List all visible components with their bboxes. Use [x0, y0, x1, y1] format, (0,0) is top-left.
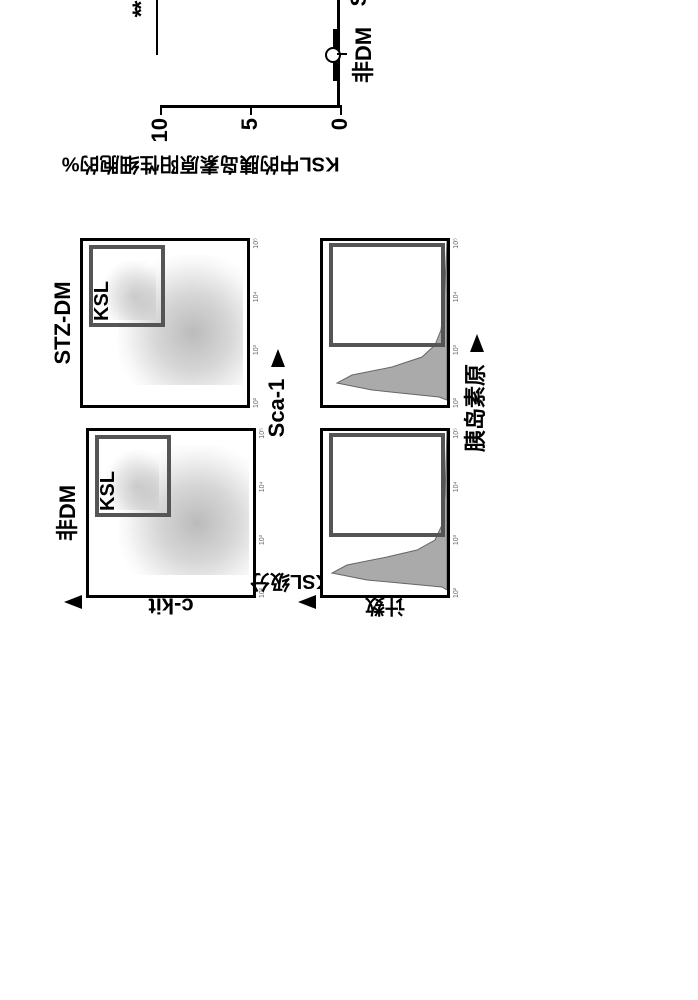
- col2-label: STZ-DM: [50, 238, 76, 408]
- ksl-gate-label-nondm: KSL: [97, 471, 120, 511]
- flow-hist-nondm: 计数 10²10³10⁴10⁵: [320, 428, 450, 598]
- histogram-nondm: [320, 428, 450, 598]
- bar-ytick: [250, 105, 252, 115]
- col1-label: 非DM: [50, 428, 82, 598]
- hist-gate-nondm: [329, 433, 445, 537]
- flow-hist-stzdm: 10²10³10⁴10⁵: [320, 238, 450, 408]
- scatter-plot-nondm: KSL: [86, 428, 256, 598]
- hist-yaxis-arrow-icon: [298, 595, 316, 609]
- hist-xaxis-label: 胰岛素原: [458, 188, 490, 598]
- hist-gate-stzdm: [329, 243, 445, 347]
- bar-ylabel: KSL中的胰岛素原阳性细胞的%: [62, 152, 340, 181]
- histogram-stzdm: [320, 238, 450, 408]
- bar-xticklabel-1: STZ-DM: [346, 0, 372, 7]
- bar-axes: ** 0510非DMSTZ-DM: [160, 0, 340, 108]
- flow-scatter-stzdm: STZ-DM KSL 10²10³10⁴10⁵: [50, 238, 250, 408]
- bar-yticklabel: 5: [237, 118, 263, 130]
- bar-ytick: [340, 105, 342, 115]
- sig-line: [156, 0, 158, 55]
- bar-yticklabel: 0: [327, 118, 353, 130]
- xaxis-arrow-icon: [271, 349, 285, 367]
- bar-yticklabel: 10: [147, 118, 173, 142]
- sig-label: **: [128, 3, 156, 18]
- bar-point-0-0: [325, 47, 341, 63]
- figure-panel: 非DM c-kit KSL 10²10³10⁴10⁵ STZ-DM: [50, 0, 650, 648]
- bar-xticklabel-0: 非DM: [346, 27, 378, 83]
- bar-ytick: [160, 105, 162, 115]
- ksl-gate-label-stzdm: KSL: [91, 281, 114, 321]
- scatter-plot-stzdm: KSL: [80, 238, 250, 408]
- flow-scatter-nondm: 非DM c-kit KSL 10²10³10⁴10⁵: [50, 428, 256, 598]
- bar-chart: KSL中的胰岛素原阳性细胞的% ** 0510非DMSTZ-DM: [150, 0, 390, 158]
- yaxis-arrow-icon: [64, 595, 82, 609]
- xaxis-sca1-label: Sca-1: [264, 188, 290, 598]
- hist-xaxis-arrow-icon: [470, 334, 484, 352]
- ksl-fraction-label: KSL级分: [250, 569, 330, 598]
